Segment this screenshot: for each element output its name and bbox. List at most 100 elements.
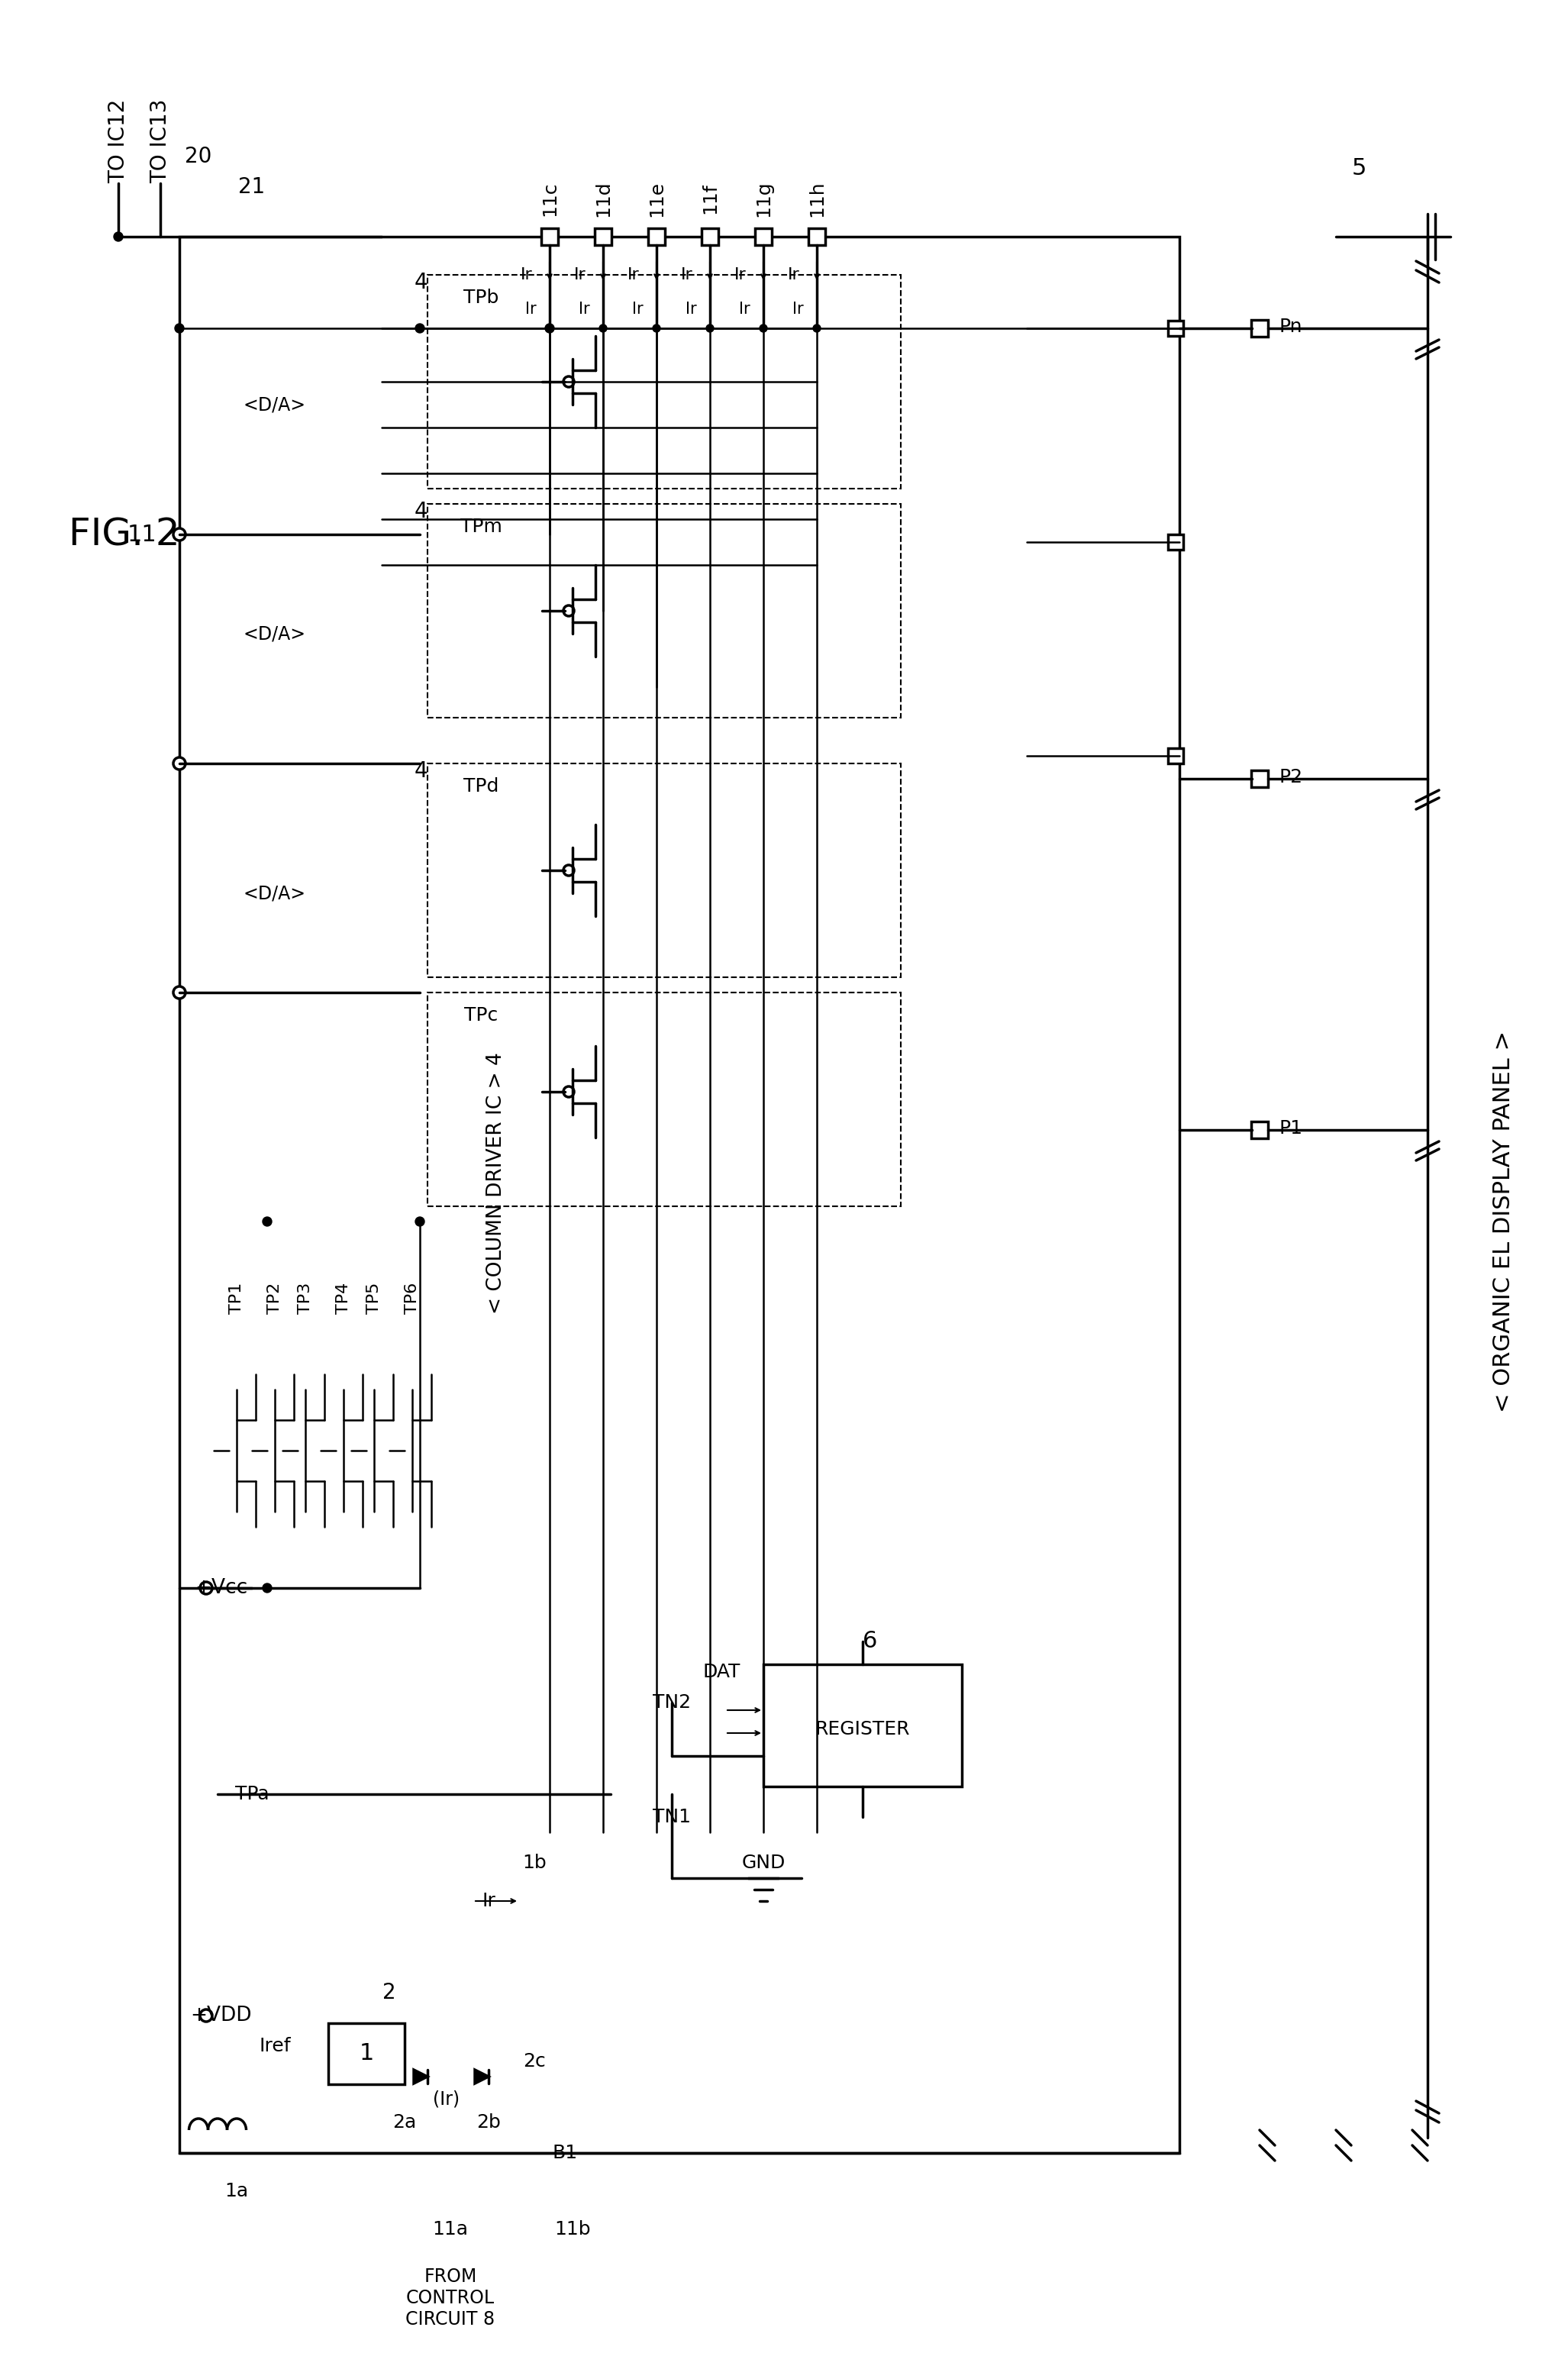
Text: 11c: 11c [541,181,558,216]
Text: Ir: Ir [525,301,536,318]
Text: 21: 21 [238,176,265,198]
Bar [1251,1122,1269,1139]
Text: Ir: Ir [627,268,640,282]
Circle shape [174,325,183,332]
Text: 11h: 11h [808,181,826,216]
Circle shape [174,986,185,998]
Text: 5: 5 [1352,158,1366,179]
Text: TN2: TN2 [652,1694,691,1711]
Bar [179,238,1179,2153]
Text: TP4: TP4 [336,1282,351,1313]
Bar [1168,534,1184,551]
Circle shape [546,325,554,332]
Bar [428,275,900,489]
Text: TP1: TP1 [229,1282,245,1313]
Text: 11f: 11f [701,184,720,214]
Bar [328,2024,405,2085]
Text: Ir: Ir [739,301,750,318]
Bar [701,228,718,245]
Bar [1168,748,1184,762]
Text: P1: P1 [1278,1120,1303,1136]
Circle shape [599,325,607,332]
Text: TPa: TPa [235,1786,270,1802]
Circle shape [546,325,554,332]
Text: < ORGANIC EL DISPLAY PANEL >: < ORGANIC EL DISPLAY PANEL > [1493,1031,1515,1412]
Bar [809,228,825,245]
Circle shape [174,529,185,541]
Circle shape [201,1581,212,1593]
Text: 1a: 1a [224,2181,249,2200]
Circle shape [563,605,574,616]
Circle shape [759,325,767,332]
Circle shape [652,325,660,332]
Text: TP6: TP6 [405,1282,420,1313]
Text: Ir: Ir [632,301,643,318]
Polygon shape [475,2071,489,2082]
Text: <D/A>: <D/A> [243,624,306,642]
Circle shape [174,758,185,769]
Text: REGISTER: REGISTER [815,1720,909,1739]
Text: Ir: Ir [792,301,803,318]
Text: Pn: Pn [1278,318,1301,336]
Text: TP3: TP3 [298,1282,314,1313]
Text: Ir: Ir [521,268,533,282]
Text: 11: 11 [127,522,157,546]
Text: GND: GND [742,1854,786,1873]
Circle shape [262,1217,271,1226]
Text: 1: 1 [359,2042,373,2066]
Text: +VDD: +VDD [191,2005,252,2026]
Text: 2b: 2b [477,2113,500,2132]
Text: TPd: TPd [463,776,499,795]
Circle shape [563,866,574,875]
Text: TP2: TP2 [267,1282,282,1313]
Circle shape [201,2009,212,2021]
Text: TP5: TP5 [367,1282,381,1313]
Text: 11a: 11a [433,2221,469,2238]
Bar [1168,320,1184,336]
Text: 11b: 11b [555,2221,591,2238]
Text: Ir: Ir [681,268,693,282]
Text: TPm: TPm [459,518,502,536]
Text: <D/A>: <D/A> [243,885,306,904]
Text: Ir: Ir [734,268,746,282]
Text: TPc: TPc [464,1007,497,1024]
Text: 1b: 1b [522,1854,547,1873]
Text: 4: 4 [414,273,428,294]
Bar [541,228,558,245]
Bar [428,762,900,976]
Text: P2: P2 [1278,767,1303,786]
Text: FIG. 2: FIG. 2 [69,515,180,553]
Circle shape [114,233,122,242]
Circle shape [416,1217,425,1226]
Text: Ir: Ir [685,301,696,318]
Text: DAT: DAT [702,1664,740,1680]
Text: 11e: 11e [648,181,666,216]
Text: Ir: Ir [789,268,800,282]
Text: FROM
CONTROL
CIRCUIT 8: FROM CONTROL CIRCUIT 8 [406,2268,495,2327]
Text: 20: 20 [185,146,212,167]
Bar [648,228,665,245]
Bar [428,504,900,718]
Circle shape [563,376,574,388]
Text: Ir: Ir [574,268,586,282]
Text: 4: 4 [414,501,428,522]
Text: < COLUMN DRIVER IC > 4: < COLUMN DRIVER IC > 4 [486,1052,506,1315]
Text: <D/A>: <D/A> [243,395,306,414]
Circle shape [262,1584,271,1593]
Text: Ir: Ir [481,1892,495,1911]
Text: 2: 2 [383,1981,397,2002]
Circle shape [814,325,820,332]
Text: 11d: 11d [594,181,612,216]
Text: TO IC13: TO IC13 [149,99,171,184]
Text: 11g: 11g [754,181,773,216]
Bar [428,993,900,1207]
Bar [1251,769,1269,788]
Text: TN1: TN1 [652,1807,691,1826]
Bar [754,228,771,245]
Circle shape [416,325,425,332]
Text: Iref: Iref [259,2038,290,2054]
Text: 4: 4 [414,760,428,781]
Text: B1: B1 [552,2144,577,2162]
Text: 2a: 2a [392,2113,417,2132]
Text: 6: 6 [862,1631,878,1652]
